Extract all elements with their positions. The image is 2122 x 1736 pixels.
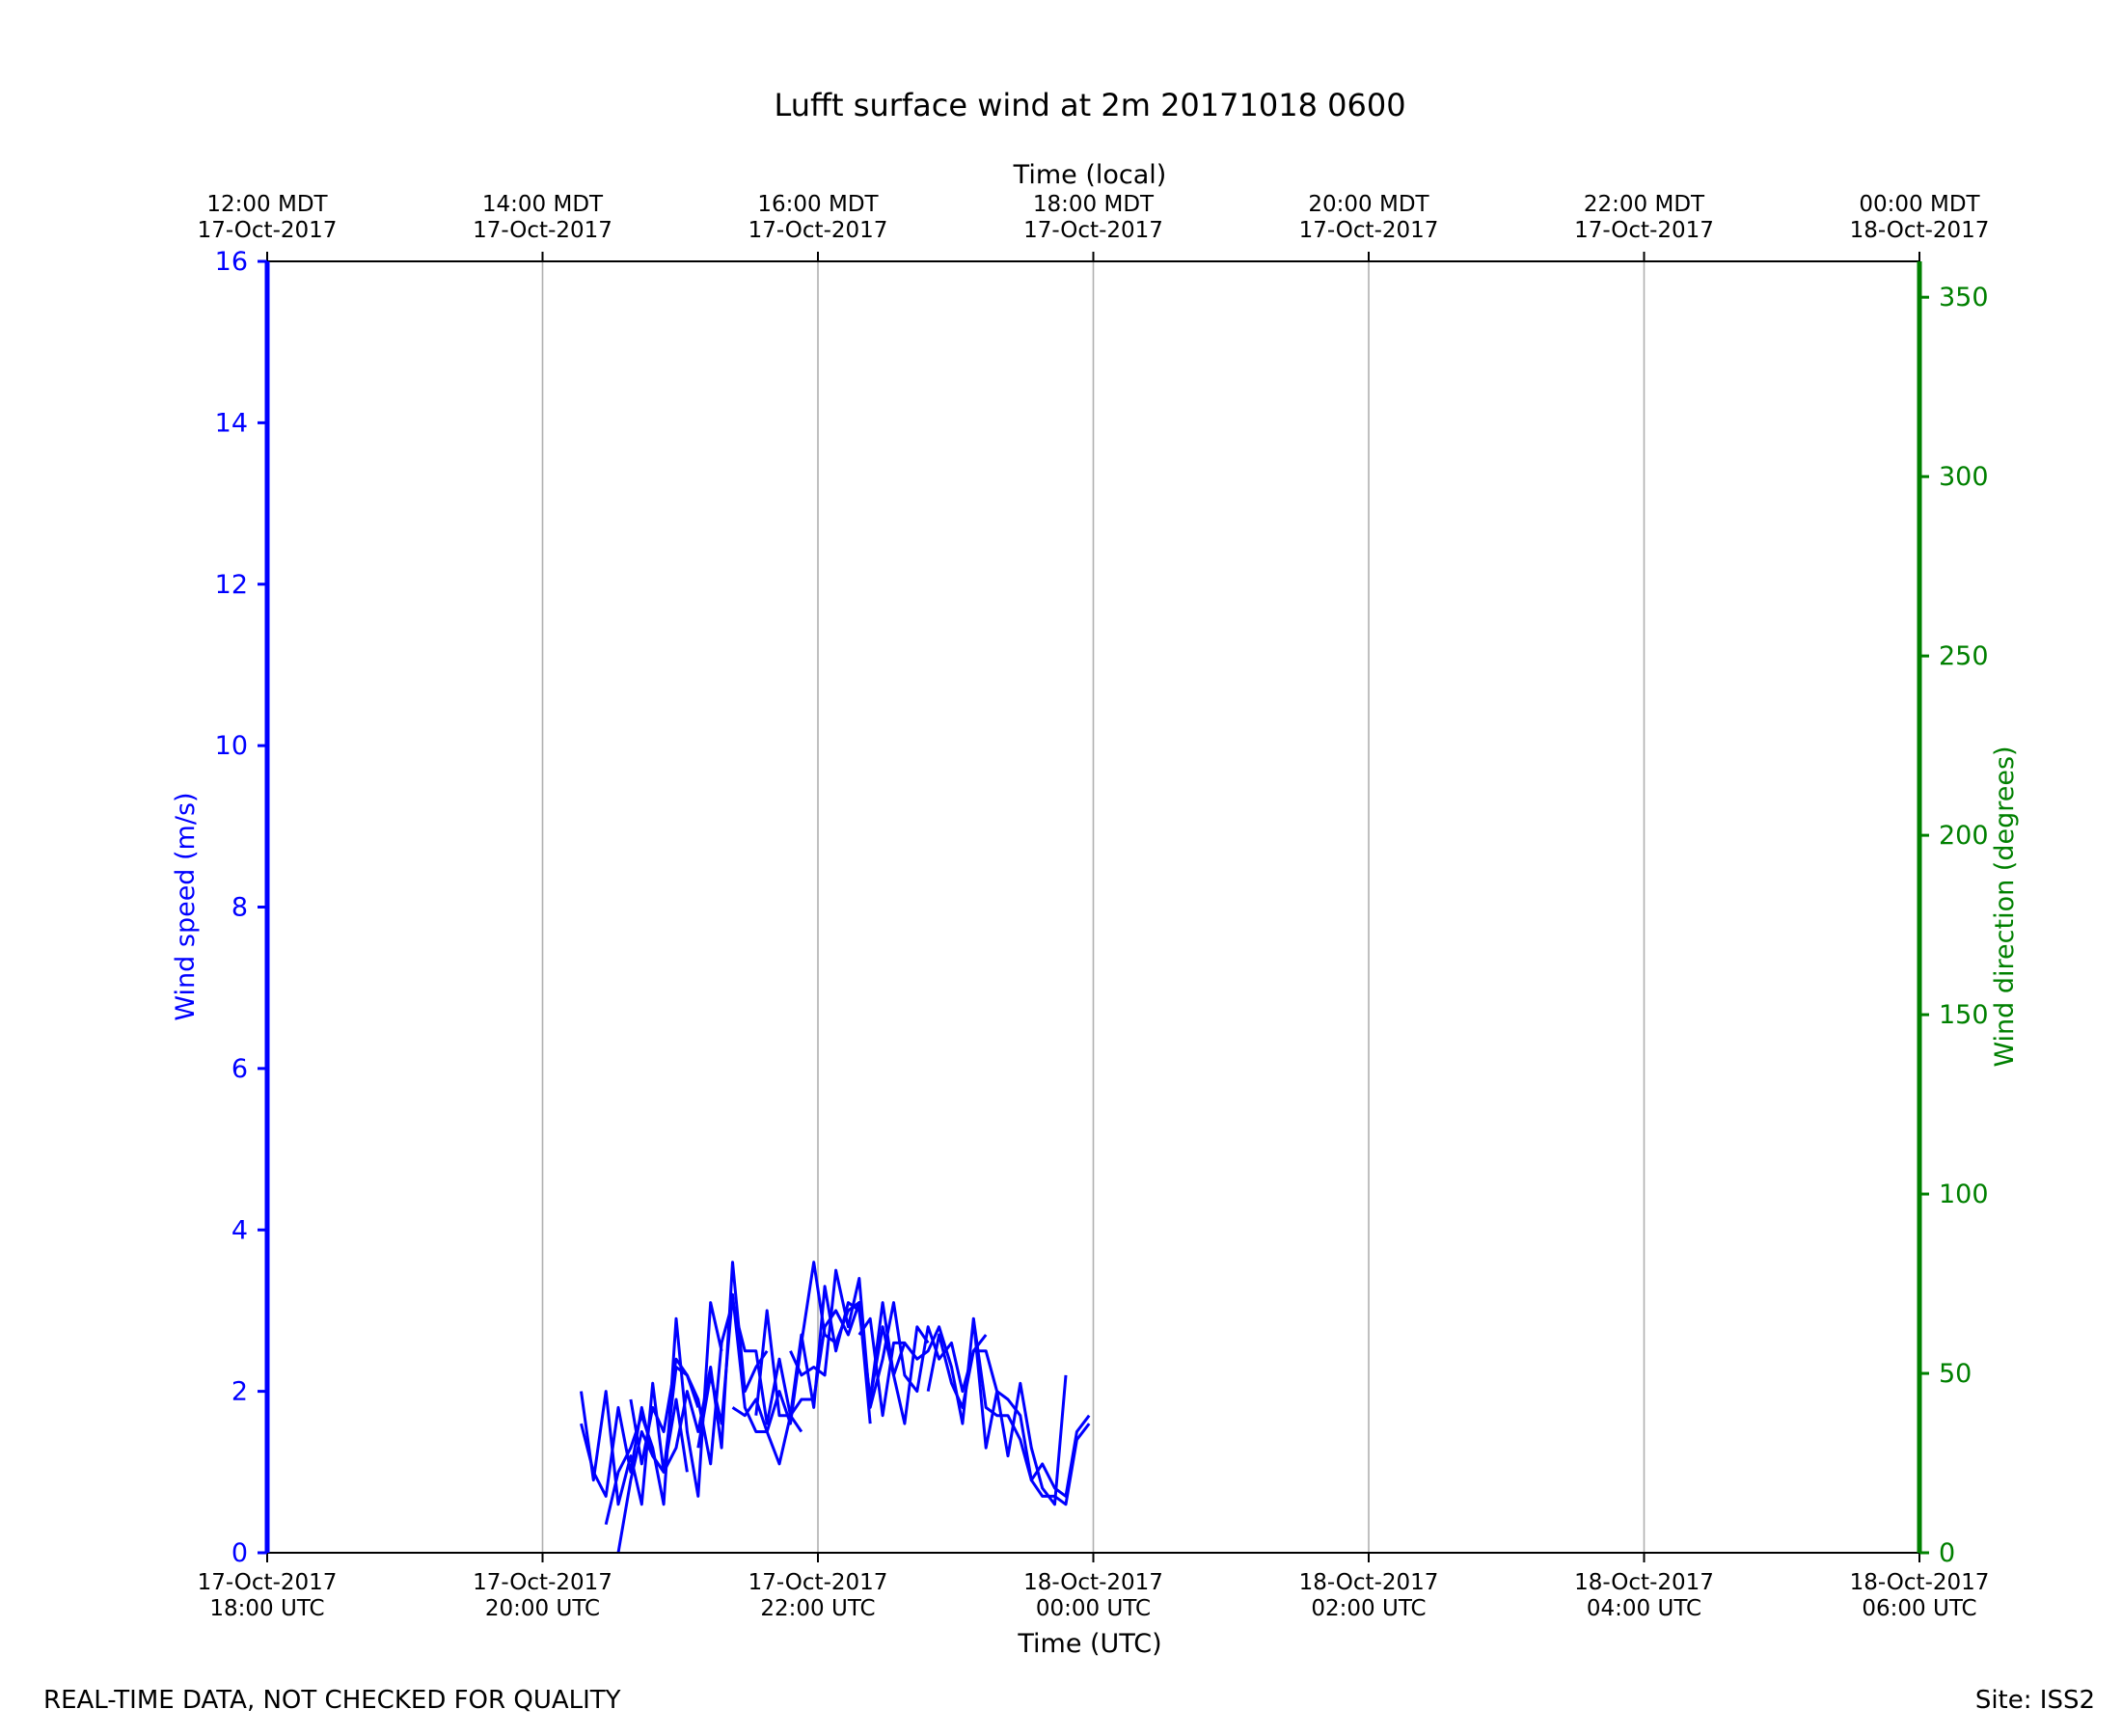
wind-speed-series-line: [789, 1268, 988, 1409]
bottom-x-tick-date: 18-Oct-2017: [1299, 1570, 1439, 1595]
top-x-tick-time: 16:00 MDT: [757, 192, 879, 217]
left-y-tick-label: 0: [231, 1538, 248, 1568]
right-y-tick-label: 0: [1939, 1538, 1955, 1568]
chart-title: Lufft surface wind at 2m 20171018 0600: [774, 87, 1405, 123]
top-x-tick-date: 17-Oct-2017: [1574, 218, 1714, 243]
top-x-tick-date: 17-Oct-2017: [198, 218, 338, 243]
bottom-x-tick-time: 20:00 UTC: [485, 1596, 600, 1621]
bottom-x-tick-time: 04:00 UTC: [1587, 1596, 1701, 1621]
left-y-tick-label: 10: [215, 731, 248, 761]
right-axis-label: Wind direction (degrees): [1990, 746, 2020, 1067]
left-y-tick-label: 4: [231, 1215, 248, 1245]
wind-speed-series-line: [926, 1333, 1091, 1498]
right-y-tick-label: 350: [1939, 283, 1989, 312]
bottom-x-tick-date: 18-Oct-2017: [1574, 1570, 1714, 1595]
bottom-x-tick-date: 18-Oct-2017: [1850, 1570, 1990, 1595]
right-y-tick-label: 200: [1939, 821, 1989, 851]
top-x-tick-time: 12:00 MDT: [206, 192, 328, 217]
quality-disclaimer: REAL-TIME DATA, NOT CHECKED FOR QUALITY: [43, 1686, 621, 1715]
left-y-tick-label: 2: [231, 1377, 248, 1407]
right-y-tick-label: 50: [1939, 1359, 1972, 1389]
wind-speed-series-line: [754, 1285, 930, 1425]
left-y-tick-label: 12: [215, 570, 248, 600]
left-y-tick-label: 16: [215, 247, 248, 277]
right-y-tick-label: 300: [1939, 462, 1989, 492]
right-y-tick-label: 100: [1939, 1180, 1989, 1209]
bottom-axis-label: Time (UTC): [1017, 1629, 1161, 1659]
left-y-tick-label: 8: [231, 893, 248, 923]
left-y-tick-label: 14: [215, 408, 248, 438]
top-x-tick-time: 20:00 MDT: [1308, 192, 1429, 217]
bottom-x-tick-time: 06:00 UTC: [1862, 1596, 1976, 1621]
wind-speed-series-line: [616, 1261, 769, 1554]
top-x-tick-date: 17-Oct-2017: [1299, 218, 1439, 243]
bottom-x-tick-date: 17-Oct-2017: [198, 1570, 338, 1595]
left-y-tick-label: 6: [231, 1054, 248, 1084]
top-x-tick-date: 18-Oct-2017: [1850, 218, 1990, 243]
bottom-x-tick-time: 00:00 UTC: [1036, 1596, 1151, 1621]
right-y-tick-label: 150: [1939, 1000, 1989, 1030]
top-x-tick-date: 17-Oct-2017: [473, 218, 612, 243]
top-x-tick-date: 17-Oct-2017: [748, 218, 888, 243]
top-x-tick-time: 00:00 MDT: [1859, 192, 1980, 217]
bottom-x-tick-time: 22:00 UTC: [760, 1596, 875, 1621]
left-axis-label: Wind speed (m/s): [171, 792, 201, 1020]
top-x-tick-time: 14:00 MDT: [482, 192, 604, 217]
wind-speed-series-line: [971, 1318, 1091, 1506]
wind-speed-series-line: [857, 1316, 1068, 1506]
bottom-x-tick-time: 18:00 UTC: [209, 1596, 324, 1621]
top-x-tick-time: 18:00 MDT: [1033, 192, 1155, 217]
grid-lines: [541, 261, 1646, 1553]
bottom-x-tick-time: 02:00 UTC: [1311, 1596, 1426, 1621]
top-x-tick-date: 17-Oct-2017: [1023, 218, 1163, 243]
bottom-x-tick-date: 17-Oct-2017: [473, 1570, 612, 1595]
bottom-x-tick-date: 17-Oct-2017: [748, 1570, 888, 1595]
top-axis-label: Time (local): [1013, 160, 1167, 190]
top-x-tick-time: 22:00 MDT: [1584, 192, 1705, 217]
series-group: [580, 1261, 1091, 1554]
right-y-tick-label: 250: [1939, 641, 1989, 671]
bottom-x-tick-date: 18-Oct-2017: [1023, 1570, 1163, 1595]
site-label: Site: ISS2: [1974, 1686, 2095, 1715]
